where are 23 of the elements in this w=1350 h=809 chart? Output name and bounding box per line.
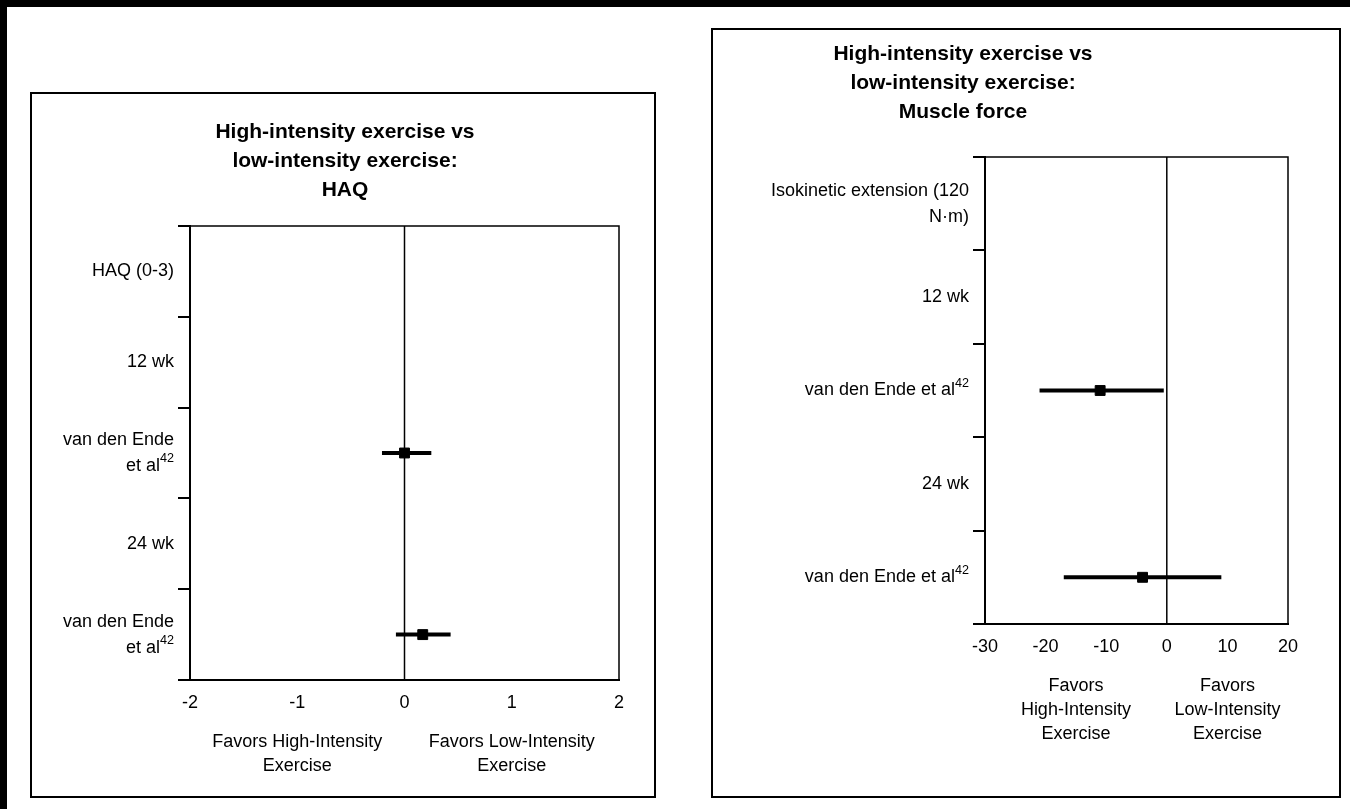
y-tick-label: HAQ (0-3) (91, 260, 175, 281)
y-tick-label: 24 wk (921, 472, 970, 493)
y-tick-label: 24 wk (126, 532, 175, 553)
x-tick-label: -10 (1093, 635, 1120, 656)
x-tick-label: 0 (1161, 635, 1172, 656)
x-tick-label: 2 (613, 691, 625, 712)
y-tick-label: Isokinetic extension (120 N·m) (770, 179, 969, 226)
x-tick-label: 1 (506, 691, 517, 712)
chart-title: High-intensity exercise vs low-intensity exercise: Muscle force (832, 40, 1094, 124)
y-tick-label: 12 wk (921, 286, 970, 307)
x-tick-label: 10 (1217, 635, 1238, 656)
text: Favors Low-Intensity Exercise (428, 730, 595, 775)
x-tick-label: 20 (1277, 635, 1299, 656)
chart-title: High-intensity exercise vs low-intensity exercise: HAQ (214, 118, 476, 202)
x-tick-label: 0 (399, 691, 410, 712)
text: Favors Low-Intensity Exercise (1174, 674, 1281, 743)
text: Favors High-Intensity Exercise (212, 730, 383, 775)
text: Favors High-Intensity Exercise (1020, 674, 1131, 743)
x-tick-label: -1 (289, 691, 306, 712)
x-tick-label: -30 (971, 635, 999, 656)
x-tick-label: -2 (181, 691, 199, 712)
y-tick-label: 12 wk (126, 351, 175, 372)
x-tick-label: -20 (1032, 635, 1059, 656)
